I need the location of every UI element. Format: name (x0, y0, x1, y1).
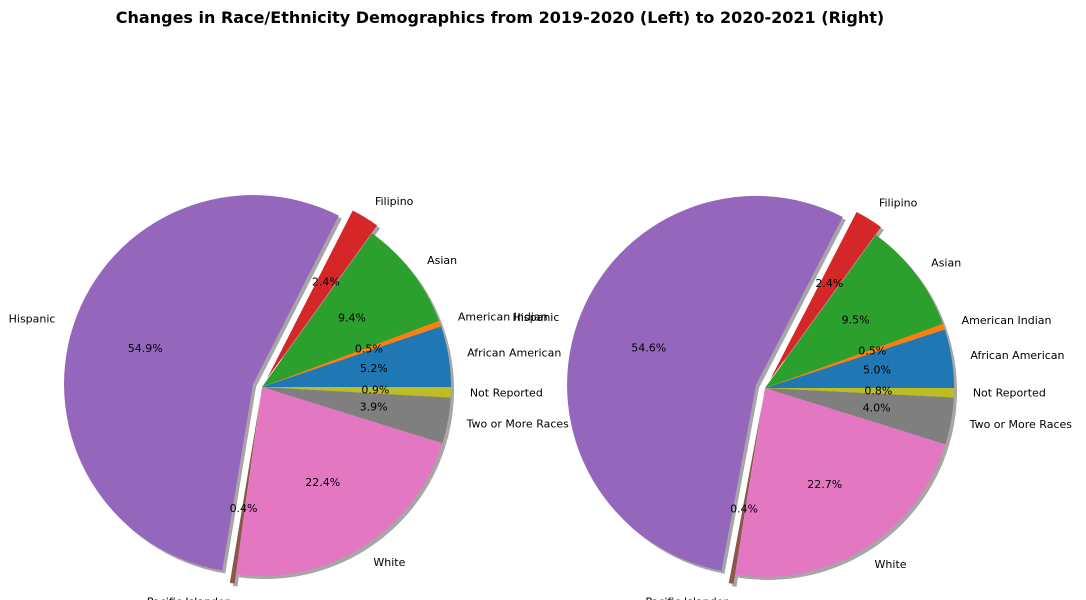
slice-label-two-or-more-races: Two or More Races (969, 418, 1073, 431)
slice-pacific-islander (728, 397, 764, 584)
pct-label-african-american: 5.2% (360, 362, 388, 375)
slice-african-american (765, 329, 954, 388)
slice-label-two-or-more-races: Two or More Races (466, 418, 570, 431)
pct-label-asian: 9.4% (338, 312, 366, 325)
pct-label-hispanic: 54.6% (631, 342, 666, 355)
slice-two-or-more-races (765, 388, 954, 445)
pie-chart-2020-2021: African American 5.0% American Indian 0.5% A… (513, 195, 1073, 600)
pie-chart-2019-2020: African American 5.2% American Indian 0.5% A… (9, 195, 570, 600)
pct-label-pacific-islander: 0.4% (230, 502, 258, 515)
pct-label-pacific-islander: 0.4% (730, 503, 758, 516)
slice-label-african-american: African American (467, 347, 561, 360)
slice-hispanic (64, 195, 339, 571)
pct-label-filipino: 2.4% (312, 276, 340, 289)
slice-asian (765, 234, 943, 388)
slice-american-indian (765, 323, 945, 388)
pct-label-white: 22.4% (305, 476, 340, 489)
pct-label-american-indian: 0.5% (355, 342, 383, 355)
pct-label-asian: 9.5% (842, 313, 870, 326)
slice-african-american (262, 326, 451, 387)
slice-label-not-reported: Not Reported (470, 386, 543, 399)
slice-label-asian: Asian (427, 254, 457, 267)
slice-label-filipino: Filipino (879, 196, 918, 209)
slice-label-white: White (373, 556, 405, 569)
slice-white (735, 388, 946, 577)
slice-filipino (769, 212, 881, 380)
slice-not-reported (765, 388, 954, 398)
slice-american-indian (262, 320, 442, 387)
slice-label-hispanic: Hispanic (9, 313, 56, 326)
slice-label-african-american: African American (970, 349, 1064, 362)
chart-title: Changes in Race/Ethnicity Demographics f… (115, 8, 885, 27)
slice-label-asian: Asian (931, 257, 961, 270)
pct-label-not-reported: 0.9% (361, 384, 389, 397)
pct-label-white: 22.7% (807, 478, 842, 491)
slice-label-not-reported: Not Reported (973, 387, 1046, 400)
pct-label-african-american: 5.0% (863, 364, 891, 377)
pct-label-filipino: 2.4% (815, 277, 843, 290)
slice-label-white: White (875, 558, 907, 571)
slice-asian (262, 233, 440, 387)
slice-label-american-indian: American Indian (458, 311, 548, 324)
pct-label-american-indian: 0.5% (858, 345, 886, 358)
slice-label-pacific-islander: Pacific Islander (147, 595, 230, 600)
pct-label-not-reported: 0.8% (864, 384, 892, 397)
slice-pacific-islander (229, 396, 261, 584)
slice-not-reported (262, 387, 451, 398)
pct-label-two-or-more-races: 4.0% (863, 401, 891, 414)
slice-two-or-more-races (262, 387, 451, 444)
pct-label-two-or-more-races: 3.9% (360, 401, 388, 414)
slice-label-hispanic: Hispanic (513, 311, 560, 324)
slice-filipino (266, 210, 378, 379)
slice-label-american-indian: American Indian (962, 314, 1052, 327)
slice-label-filipino: Filipino (375, 195, 414, 208)
slice-white (235, 387, 443, 576)
pct-label-hispanic: 54.9% (128, 342, 163, 355)
slice-label-pacific-islander: Pacific Islander (645, 596, 728, 600)
slice-hispanic (567, 195, 843, 571)
